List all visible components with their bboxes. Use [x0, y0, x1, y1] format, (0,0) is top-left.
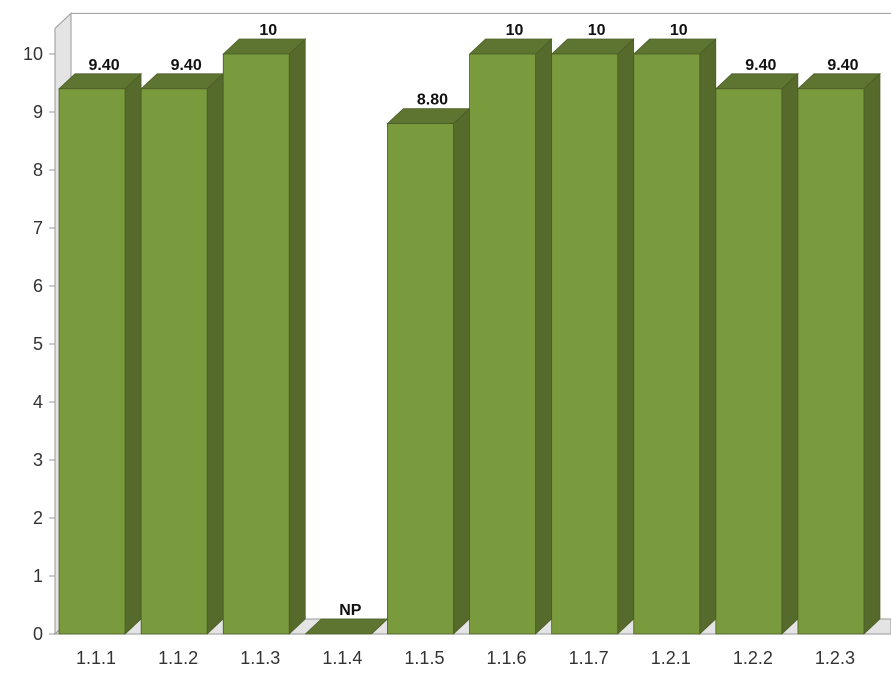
- data-label: 10: [259, 22, 277, 39]
- data-label: 8.80: [417, 92, 448, 109]
- bar: [140, 72, 225, 635]
- y-tick-label: 9: [33, 102, 43, 122]
- bar-side-face: [617, 38, 635, 635]
- y-tick-label: 5: [33, 334, 43, 354]
- data-label: 9.40: [171, 57, 202, 74]
- x-tick-label: 1.1.3: [240, 648, 280, 668]
- x-tick-label: 1.1.1: [76, 648, 116, 668]
- bar-side-face: [863, 72, 881, 635]
- y-tick-label: 6: [33, 276, 43, 296]
- y-tick-label: 3: [33, 450, 43, 470]
- bar-side-face: [699, 38, 717, 635]
- data-label: NP: [339, 602, 362, 619]
- x-tick-label: 1.1.6: [487, 648, 527, 668]
- x-tick-label: 1.1.5: [404, 648, 444, 668]
- bar-side-face: [124, 72, 142, 635]
- bar-side-face: [288, 38, 306, 635]
- bar-front-face: [469, 53, 536, 635]
- y-tick-label: 4: [33, 392, 43, 412]
- bar-front-face: [222, 53, 290, 635]
- bar-front-face: [797, 88, 865, 635]
- bar-front-face: [387, 123, 454, 635]
- data-label: 9.40: [88, 57, 119, 74]
- data-labels: 9.40 9.40 10 NP 8.80 10 10 10 9.40 9.40: [88, 22, 858, 619]
- bar-front-face: [551, 53, 619, 635]
- bar: [468, 38, 553, 635]
- bar: [58, 72, 143, 635]
- bar-side-face: [206, 72, 224, 635]
- x-tick-label: 1.2.1: [651, 648, 691, 668]
- bar: [222, 38, 307, 635]
- bar-series: [58, 38, 881, 635]
- bar-front-face: [715, 88, 783, 635]
- y-tick-label: 1: [33, 566, 43, 586]
- bar: [550, 38, 635, 635]
- x-tick-label: 1.1.7: [569, 648, 609, 668]
- x-tick-label: 1.1.2: [158, 648, 198, 668]
- bar-front-face: [140, 88, 208, 635]
- y-tick-label: 7: [33, 218, 43, 238]
- bar-side-face: [535, 38, 552, 635]
- data-label: 10: [670, 22, 688, 39]
- y-tick-label: 8: [33, 160, 43, 180]
- bar: [632, 38, 717, 635]
- x-tick-label: 1.2.3: [815, 648, 855, 668]
- data-label: 9.40: [827, 57, 858, 74]
- data-label: 10: [588, 22, 606, 39]
- bar-side-face: [781, 72, 799, 635]
- x-tick-label: 1.2.2: [733, 648, 773, 668]
- x-axis: 1.1.1 1.1.2 1.1.3 1.1.4 1.1.5 1.1.6 1.1.7 1.2.1…: [76, 648, 855, 668]
- data-label: 10: [506, 22, 524, 39]
- bar-front-face: [58, 88, 126, 635]
- bar-front-face: [633, 53, 701, 635]
- y-tick-label: 0: [33, 624, 43, 644]
- y-tick-label: 10: [23, 44, 43, 64]
- x-tick-label: 1.1.4: [322, 648, 362, 668]
- y-tick-label: 2: [33, 508, 43, 528]
- bar: [714, 72, 799, 635]
- bar: [386, 107, 471, 635]
- data-label: 9.40: [745, 57, 776, 74]
- bar: [796, 72, 881, 635]
- bar-side-face: [453, 107, 470, 635]
